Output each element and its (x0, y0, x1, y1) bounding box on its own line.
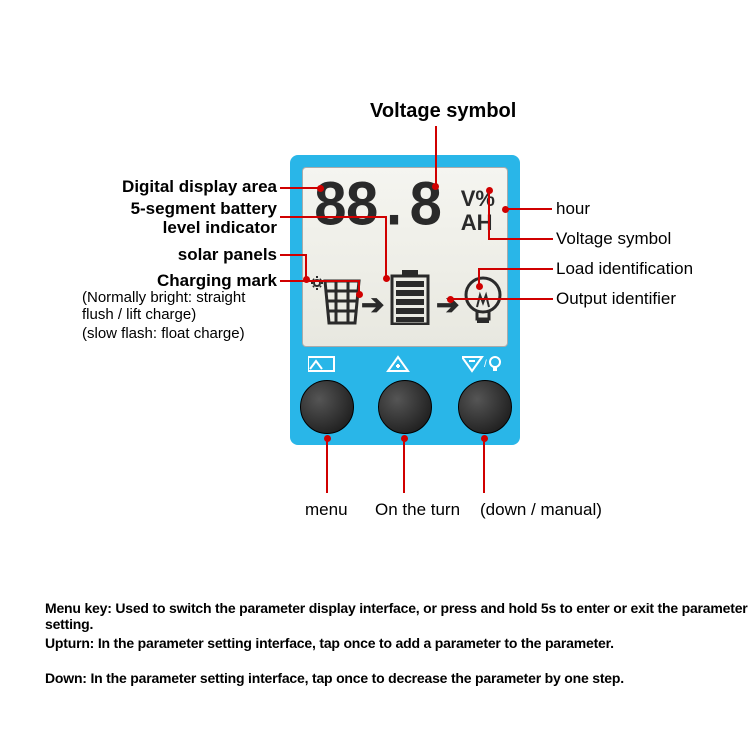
button-label-down: (down / manual) (480, 500, 602, 520)
pointer-line (488, 190, 490, 238)
pointer-dot (476, 283, 483, 290)
label-charging-sub2: (slow flash: float charge) (82, 326, 292, 343)
pointer-line (280, 187, 320, 189)
desc-upturn: Upturn: In the parameter setting interfa… (45, 635, 614, 651)
menu-symbol-icon (308, 355, 338, 373)
pointer-dot (486, 187, 493, 194)
pointer-dot (383, 275, 390, 282)
label-charging-mark: Charging mark (82, 272, 277, 291)
label-voltage-symbol-top: Voltage symbol (370, 100, 516, 122)
label-charging-sub1: (Normally bright: straight flush / lift … (82, 290, 282, 323)
label-hour: hour (556, 200, 590, 219)
bulb-icon (463, 273, 503, 328)
svg-text:/: / (484, 359, 487, 370)
button-label-menu: menu (305, 500, 348, 520)
pointer-dot (502, 206, 509, 213)
label-voltage-symbol-right: Voltage symbol (556, 230, 671, 249)
arrow-solar-to-battery: ➔ (361, 288, 384, 321)
pointer-dot (481, 435, 488, 442)
pointer-dot (432, 183, 439, 190)
pointer-dot (324, 435, 331, 442)
menu-knob[interactable] (300, 380, 354, 434)
pointer-dot (447, 296, 454, 303)
desc-down: Down: In the parameter setting interface… (45, 670, 624, 686)
pointer-line (385, 216, 387, 278)
pointer-line (435, 126, 437, 186)
label-load-id: Load identification (556, 260, 693, 279)
pointer-line (403, 438, 405, 493)
pointer-line (483, 438, 485, 493)
diagram-canvas: 88.8 V% AH (0, 0, 750, 750)
seven-segment-digits: 88.8 (313, 177, 440, 241)
desc-menu-key: Menu key: Used to switch the parameter d… (45, 600, 750, 632)
label-digital-display: Digital display area (82, 178, 277, 197)
lcd-screen: 88.8 V% AH (302, 167, 508, 347)
pointer-dot (401, 435, 408, 442)
pointer-line (280, 254, 305, 256)
label-solar-panels: solar panels (82, 246, 277, 265)
up-symbol-icon (386, 355, 410, 373)
pointer-line (280, 280, 358, 282)
pointer-line (280, 216, 385, 218)
up-knob[interactable] (378, 380, 432, 434)
pointer-line (488, 238, 553, 240)
pointer-line (478, 268, 553, 270)
pointer-dot (317, 185, 324, 192)
pointer-line (505, 208, 552, 210)
arrow-battery-to-load: ➔ (436, 288, 459, 321)
label-5seg-battery: 5-segment battery level indicator (82, 200, 277, 237)
pointer-line (450, 298, 553, 300)
button-label-turn: On the turn (375, 500, 460, 520)
pointer-line (326, 438, 328, 493)
pointer-dot (356, 291, 363, 298)
label-output-id: Output identifier (556, 290, 676, 309)
down-knob[interactable] (458, 380, 512, 434)
battery-5seg-icon (388, 270, 432, 325)
down-symbol-icon: / (462, 355, 502, 373)
